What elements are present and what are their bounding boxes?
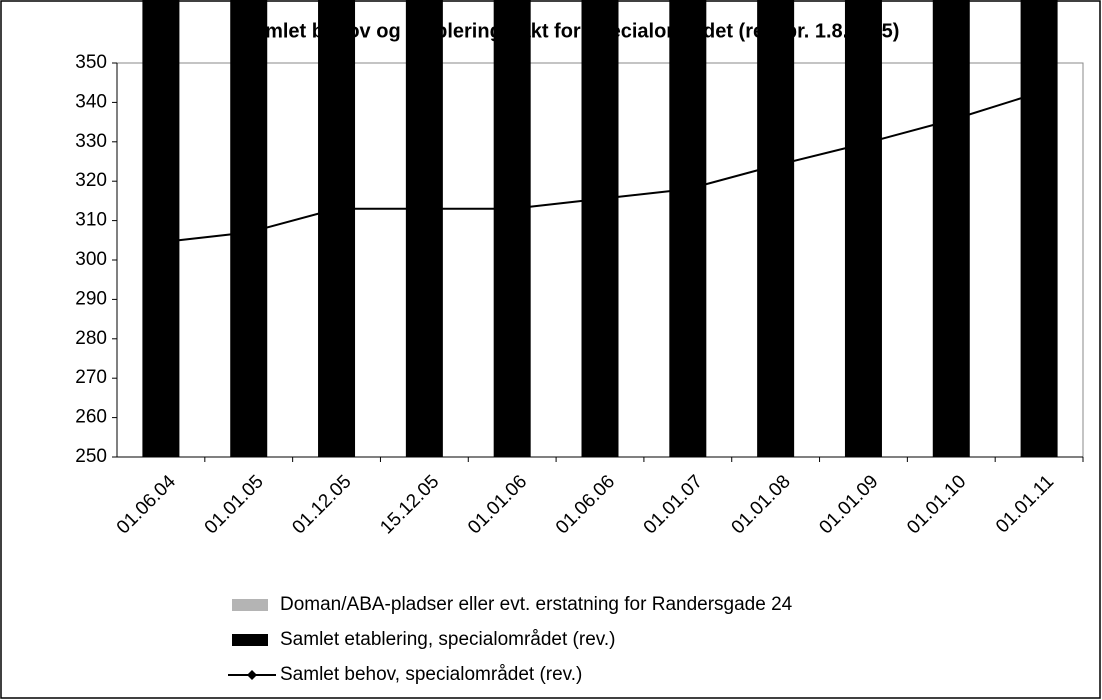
y-tick-label: 310 [75,210,107,231]
line-marker [243,227,254,238]
y-tick-label: 290 [75,288,107,309]
line-marker [595,193,605,204]
y-tick-label: 270 [75,367,107,388]
bar [757,0,795,457]
bar [405,0,443,457]
line-marker [770,160,781,171]
line-marker [1034,87,1045,98]
y-tick-label: 330 [75,131,107,152]
bar [493,0,531,457]
chart-title: Samlet behov og etableringstakt for spec… [241,19,900,42]
line-marker [507,203,518,214]
legend-label: Doman/ABA-pladser eller evt. erstatning … [280,594,793,615]
legend-swatch [232,634,268,646]
y-tick-label: 280 [75,328,107,349]
y-tick-label: 300 [75,249,107,270]
line-marker [331,203,342,214]
bar [142,0,180,458]
line-marker [155,237,166,248]
legend-swatch [232,599,268,611]
y-tick-label: 250 [75,446,107,467]
y-tick-label: 260 [75,407,107,428]
line-marker [682,184,693,195]
bar [1020,0,1058,457]
y-tick-label: 350 [75,52,107,73]
y-tick-label: 340 [75,91,107,112]
line-marker [419,203,430,214]
legend-label: Samlet etablering, specialområdet (rev.) [280,629,615,650]
bar [932,0,970,457]
bar [318,0,356,457]
line-marker [858,138,869,149]
y-tick-label: 320 [75,170,107,191]
legend-marker [247,670,257,680]
bar [581,0,619,457]
bar [844,0,882,457]
line-marker [946,115,957,126]
legend-label: Samlet behov, specialområdet (rev.) [280,664,582,685]
bar [669,0,707,457]
